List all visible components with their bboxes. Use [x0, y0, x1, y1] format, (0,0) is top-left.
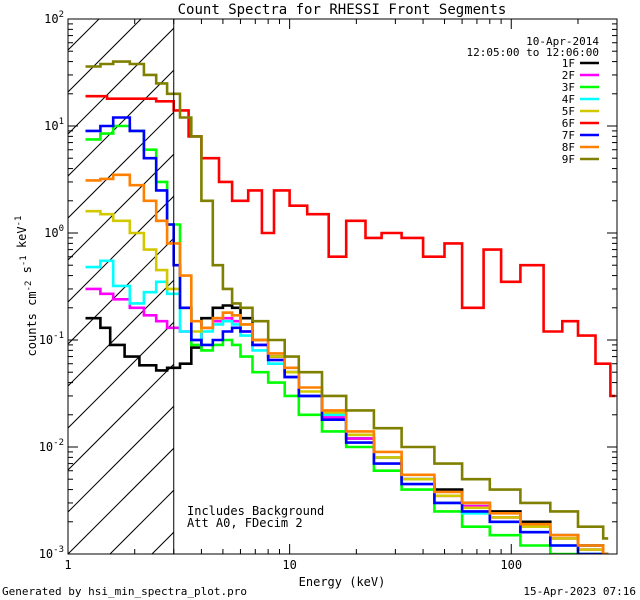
annotation-background: Includes Background	[187, 504, 324, 518]
hatch-line	[236, 19, 640, 554]
footer-timestamp: 15-Apr-2023 07:16	[523, 585, 636, 598]
legend-label-3F: 3F	[562, 81, 575, 94]
legend-label-6F: 6F	[562, 117, 575, 130]
legend-date: 10-Apr-2014	[526, 35, 599, 48]
hatch-line	[68, 363, 174, 471]
series-line-4F	[85, 259, 609, 554]
y-tick-label: 102	[44, 10, 64, 26]
plot-frame	[67, 18, 618, 555]
legend-label-1F: 1F	[562, 57, 575, 70]
series-line-9F	[85, 60, 609, 540]
series-lines	[85, 60, 616, 554]
legend-label-4F: 4F	[562, 93, 575, 106]
y-tick-label: 101	[44, 117, 64, 133]
x-tick-label: 1	[64, 558, 71, 572]
footer-generated-by: Generated by hsi_min_spectra_plot.pro	[2, 585, 247, 598]
y-tick-label: 10-3	[39, 545, 64, 561]
axes: 1 10 100 10-3 10-2 10-1 100 101 102	[39, 10, 618, 572]
y-tick-label: 100	[44, 224, 64, 240]
series-line-8F	[85, 173, 609, 554]
legend-label-9F: 9F	[562, 153, 575, 166]
hatch-line	[68, 195, 174, 303]
hatch-line	[68, 69, 174, 177]
hatch-line	[68, 237, 174, 345]
hatch-line	[68, 279, 174, 387]
annotation-attenuator: Att A0, FDecim 2	[187, 516, 303, 530]
hatch-line	[614, 19, 640, 554]
legend-label-7F: 7F	[562, 129, 575, 142]
y-axis-label: counts cm-2 s-1 keV-1	[14, 216, 39, 357]
x-tick-label: 10	[282, 558, 296, 572]
hatch-line	[68, 405, 174, 513]
annotation: Includes Background Att A0, FDecim 2	[187, 504, 324, 530]
hatch-line	[404, 19, 640, 554]
legend: 10-Apr-2014 12:05:00 to 12:06:00 1F2F3F4…	[467, 35, 600, 166]
x-tick-label: 100	[500, 558, 522, 572]
hatch-line	[68, 27, 174, 135]
y-tick-label: 10-1	[39, 331, 64, 347]
legend-label-8F: 8F	[562, 141, 575, 154]
legend-label-5F: 5F	[562, 105, 575, 118]
y-tick-label: 10-2	[39, 438, 64, 454]
x-axis-label: Energy (keV)	[299, 575, 386, 589]
series-line-6F	[85, 94, 616, 398]
legend-time-range: 12:05:00 to 12:06:00	[467, 46, 599, 59]
legend-label-2F: 2F	[562, 69, 575, 82]
hatch-line	[68, 447, 174, 554]
hatch-line	[109, 489, 174, 554]
series-line-3F	[85, 124, 609, 554]
chart-title: Count Spectra for RHESSI Front Segments	[178, 2, 507, 18]
